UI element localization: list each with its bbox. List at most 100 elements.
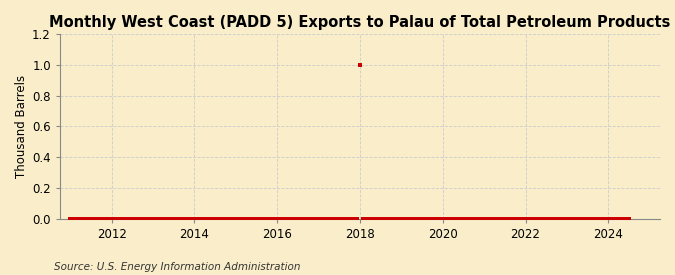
Point — [127, 216, 138, 221]
Point — [186, 216, 196, 221]
Point — [241, 216, 252, 221]
Point — [331, 216, 342, 221]
Point — [234, 216, 244, 221]
Point — [344, 216, 355, 221]
Point — [575, 216, 586, 221]
Point — [196, 216, 207, 221]
Point — [562, 216, 572, 221]
Point — [434, 216, 445, 221]
Point — [620, 216, 631, 221]
Point — [423, 216, 434, 221]
Point — [510, 216, 520, 221]
Point — [372, 216, 383, 221]
Point — [320, 216, 331, 221]
Point — [130, 216, 141, 221]
Point — [416, 216, 427, 221]
Point — [120, 216, 131, 221]
Point — [227, 216, 238, 221]
Point — [134, 216, 144, 221]
Point — [176, 216, 186, 221]
Point — [362, 216, 373, 221]
Point — [86, 216, 97, 221]
Point — [306, 216, 317, 221]
Point — [106, 216, 117, 221]
Point — [313, 216, 324, 221]
Point — [217, 216, 227, 221]
Point — [327, 216, 338, 221]
Point — [444, 216, 455, 221]
Title: Monthly West Coast (PADD 5) Exports to Palau of Total Petroleum Products: Monthly West Coast (PADD 5) Exports to P… — [49, 15, 671, 30]
Point — [351, 216, 362, 221]
Point — [500, 216, 510, 221]
Point — [275, 216, 286, 221]
Point — [124, 216, 134, 221]
Point — [282, 216, 293, 221]
Point — [389, 216, 400, 221]
Point — [182, 216, 193, 221]
Point — [189, 216, 200, 221]
Point — [92, 216, 103, 221]
Point — [420, 216, 431, 221]
Point — [317, 216, 327, 221]
Point — [338, 216, 348, 221]
Point — [462, 216, 472, 221]
Point — [541, 216, 551, 221]
Point — [441, 216, 452, 221]
Point — [103, 216, 113, 221]
Point — [261, 216, 272, 221]
Point — [482, 216, 493, 221]
Point — [79, 216, 90, 221]
Point — [99, 216, 110, 221]
Point — [289, 216, 300, 221]
Point — [354, 62, 365, 67]
Point — [65, 216, 76, 221]
Point — [348, 216, 358, 221]
Point — [144, 216, 155, 221]
Point — [431, 216, 441, 221]
Point — [578, 216, 589, 221]
Point — [393, 216, 404, 221]
Point — [310, 216, 321, 221]
Point — [300, 216, 310, 221]
Point — [254, 216, 265, 221]
Point — [251, 216, 262, 221]
Point — [220, 216, 231, 221]
Point — [396, 216, 407, 221]
Point — [586, 216, 597, 221]
Point — [547, 216, 558, 221]
Point — [365, 216, 376, 221]
Point — [437, 216, 448, 221]
Point — [148, 216, 159, 221]
Point — [493, 216, 504, 221]
Point — [382, 216, 393, 221]
Point — [141, 216, 152, 221]
Point — [624, 216, 634, 221]
Point — [168, 216, 179, 221]
Point — [207, 216, 217, 221]
Point — [555, 216, 566, 221]
Point — [565, 216, 576, 221]
Point — [375, 216, 386, 221]
Point — [468, 216, 479, 221]
Point — [603, 216, 614, 221]
Point — [410, 216, 421, 221]
Point — [465, 216, 476, 221]
Point — [400, 216, 410, 221]
Point — [199, 216, 210, 221]
Point — [155, 216, 165, 221]
Point — [537, 216, 548, 221]
Point — [596, 216, 607, 221]
Point — [244, 216, 255, 221]
Point — [96, 216, 107, 221]
Point — [593, 216, 603, 221]
Point — [113, 216, 124, 221]
Point — [520, 216, 531, 221]
Point — [475, 216, 486, 221]
Point — [506, 216, 517, 221]
Point — [117, 216, 128, 221]
Point — [179, 216, 190, 221]
Point — [265, 216, 275, 221]
Point — [137, 216, 148, 221]
Text: Source: U.S. Energy Information Administration: Source: U.S. Energy Information Administ… — [54, 262, 300, 272]
Point — [296, 216, 306, 221]
